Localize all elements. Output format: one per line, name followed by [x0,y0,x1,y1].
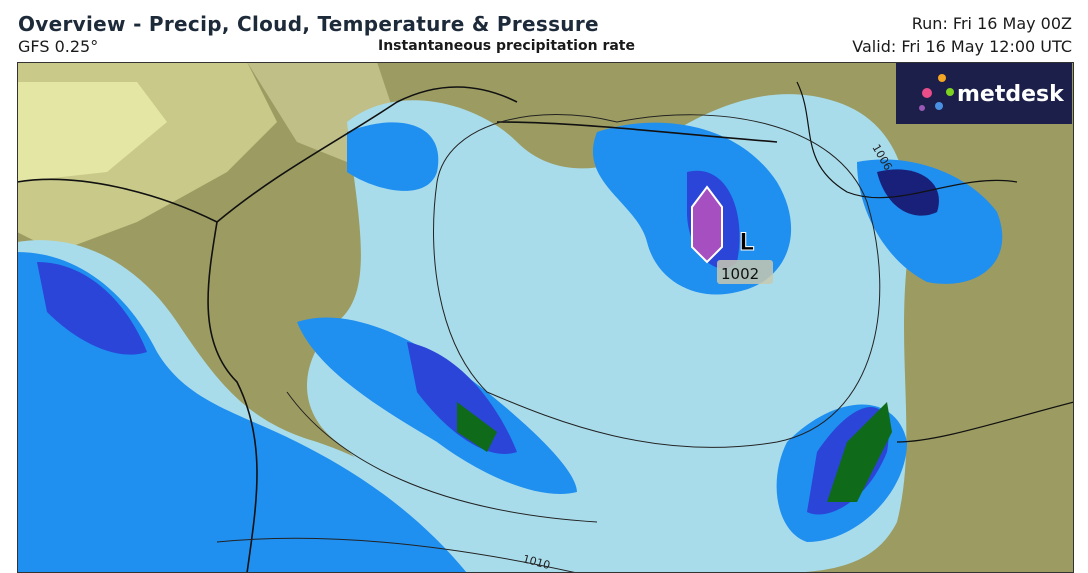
precip-heavy [37,262,147,355]
cloud-lightest [17,82,167,182]
precip-very-heavy [877,169,939,216]
pressure-box [717,260,773,284]
isobar [216,537,578,573]
logo-dot [919,105,925,111]
precip-max [691,185,723,264]
precip-extreme [827,402,892,502]
subtitle: Instantaneous precipitation rate [378,38,635,54]
coastline [17,178,258,573]
logo-dot [935,102,943,110]
run-time: Run: Fri 16 May 00Z [911,14,1072,33]
low-pressure: 1002 [721,265,759,283]
logo-dot [922,88,932,98]
precip-extreme [457,402,497,452]
logo-dot [946,88,954,96]
logo-icon [919,74,954,111]
logo-text: metdesk [957,82,1065,107]
map: L 1002 1006 1010 metdesk [17,62,1074,573]
title: Overview - Precip, Cloud, Temperature & … [18,12,599,36]
precip-heavy [407,342,517,454]
logo-dot [938,74,946,82]
isobar [286,391,598,523]
precip-moderate [347,122,439,191]
border [796,81,1074,443]
low-symbol: L [739,228,754,256]
isobar [433,114,881,448]
valid-time: Valid: Fri 16 May 12:00 UTC [852,37,1072,56]
coastline [216,86,778,223]
model: GFS 0.25° [18,37,99,56]
